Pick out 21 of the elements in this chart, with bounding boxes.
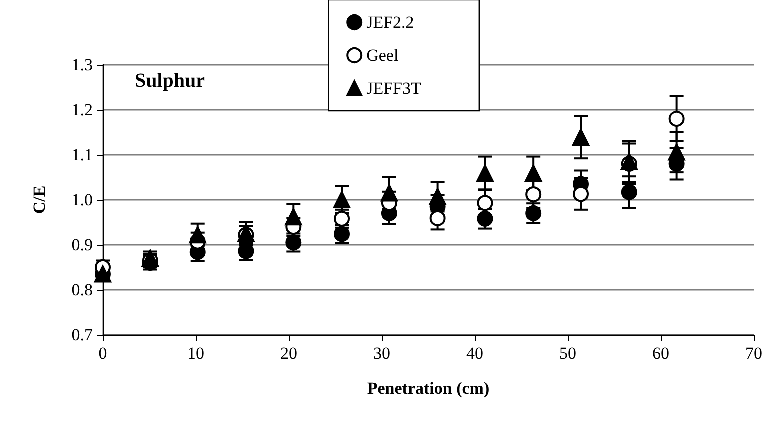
y-tick-label: 1.0 <box>72 190 93 210</box>
y-tick-label: 1.2 <box>72 100 93 120</box>
y-tick-label: 1.3 <box>72 56 93 74</box>
x-tick-label: 10 <box>188 344 204 363</box>
legend-label: JEF2.2 <box>366 13 414 32</box>
y-axis-title: C/E <box>30 186 49 214</box>
x-tick-label: 50 <box>560 344 576 363</box>
x-tick-label: 20 <box>280 344 298 363</box>
x-tick-label: 0 <box>98 344 108 363</box>
y-tick-label: 0.8 <box>72 280 93 300</box>
x-axis-title: Penetration (cm) <box>367 379 490 398</box>
legend-label: JEFF3T <box>366 79 422 98</box>
y-tick-label: 0.7 <box>72 326 94 344</box>
x-tick-label: 40 <box>466 344 484 363</box>
legend-label: Geel <box>366 46 399 65</box>
chart-title: Sulphur <box>135 70 206 92</box>
x-tick-label: 70 <box>746 344 762 363</box>
y-tick-label: 0.9 <box>72 236 93 254</box>
x-tick-label: 60 <box>652 344 670 363</box>
y-tick-label: 1.1 <box>72 146 93 164</box>
x-tick-label: 30 <box>374 344 390 363</box>
